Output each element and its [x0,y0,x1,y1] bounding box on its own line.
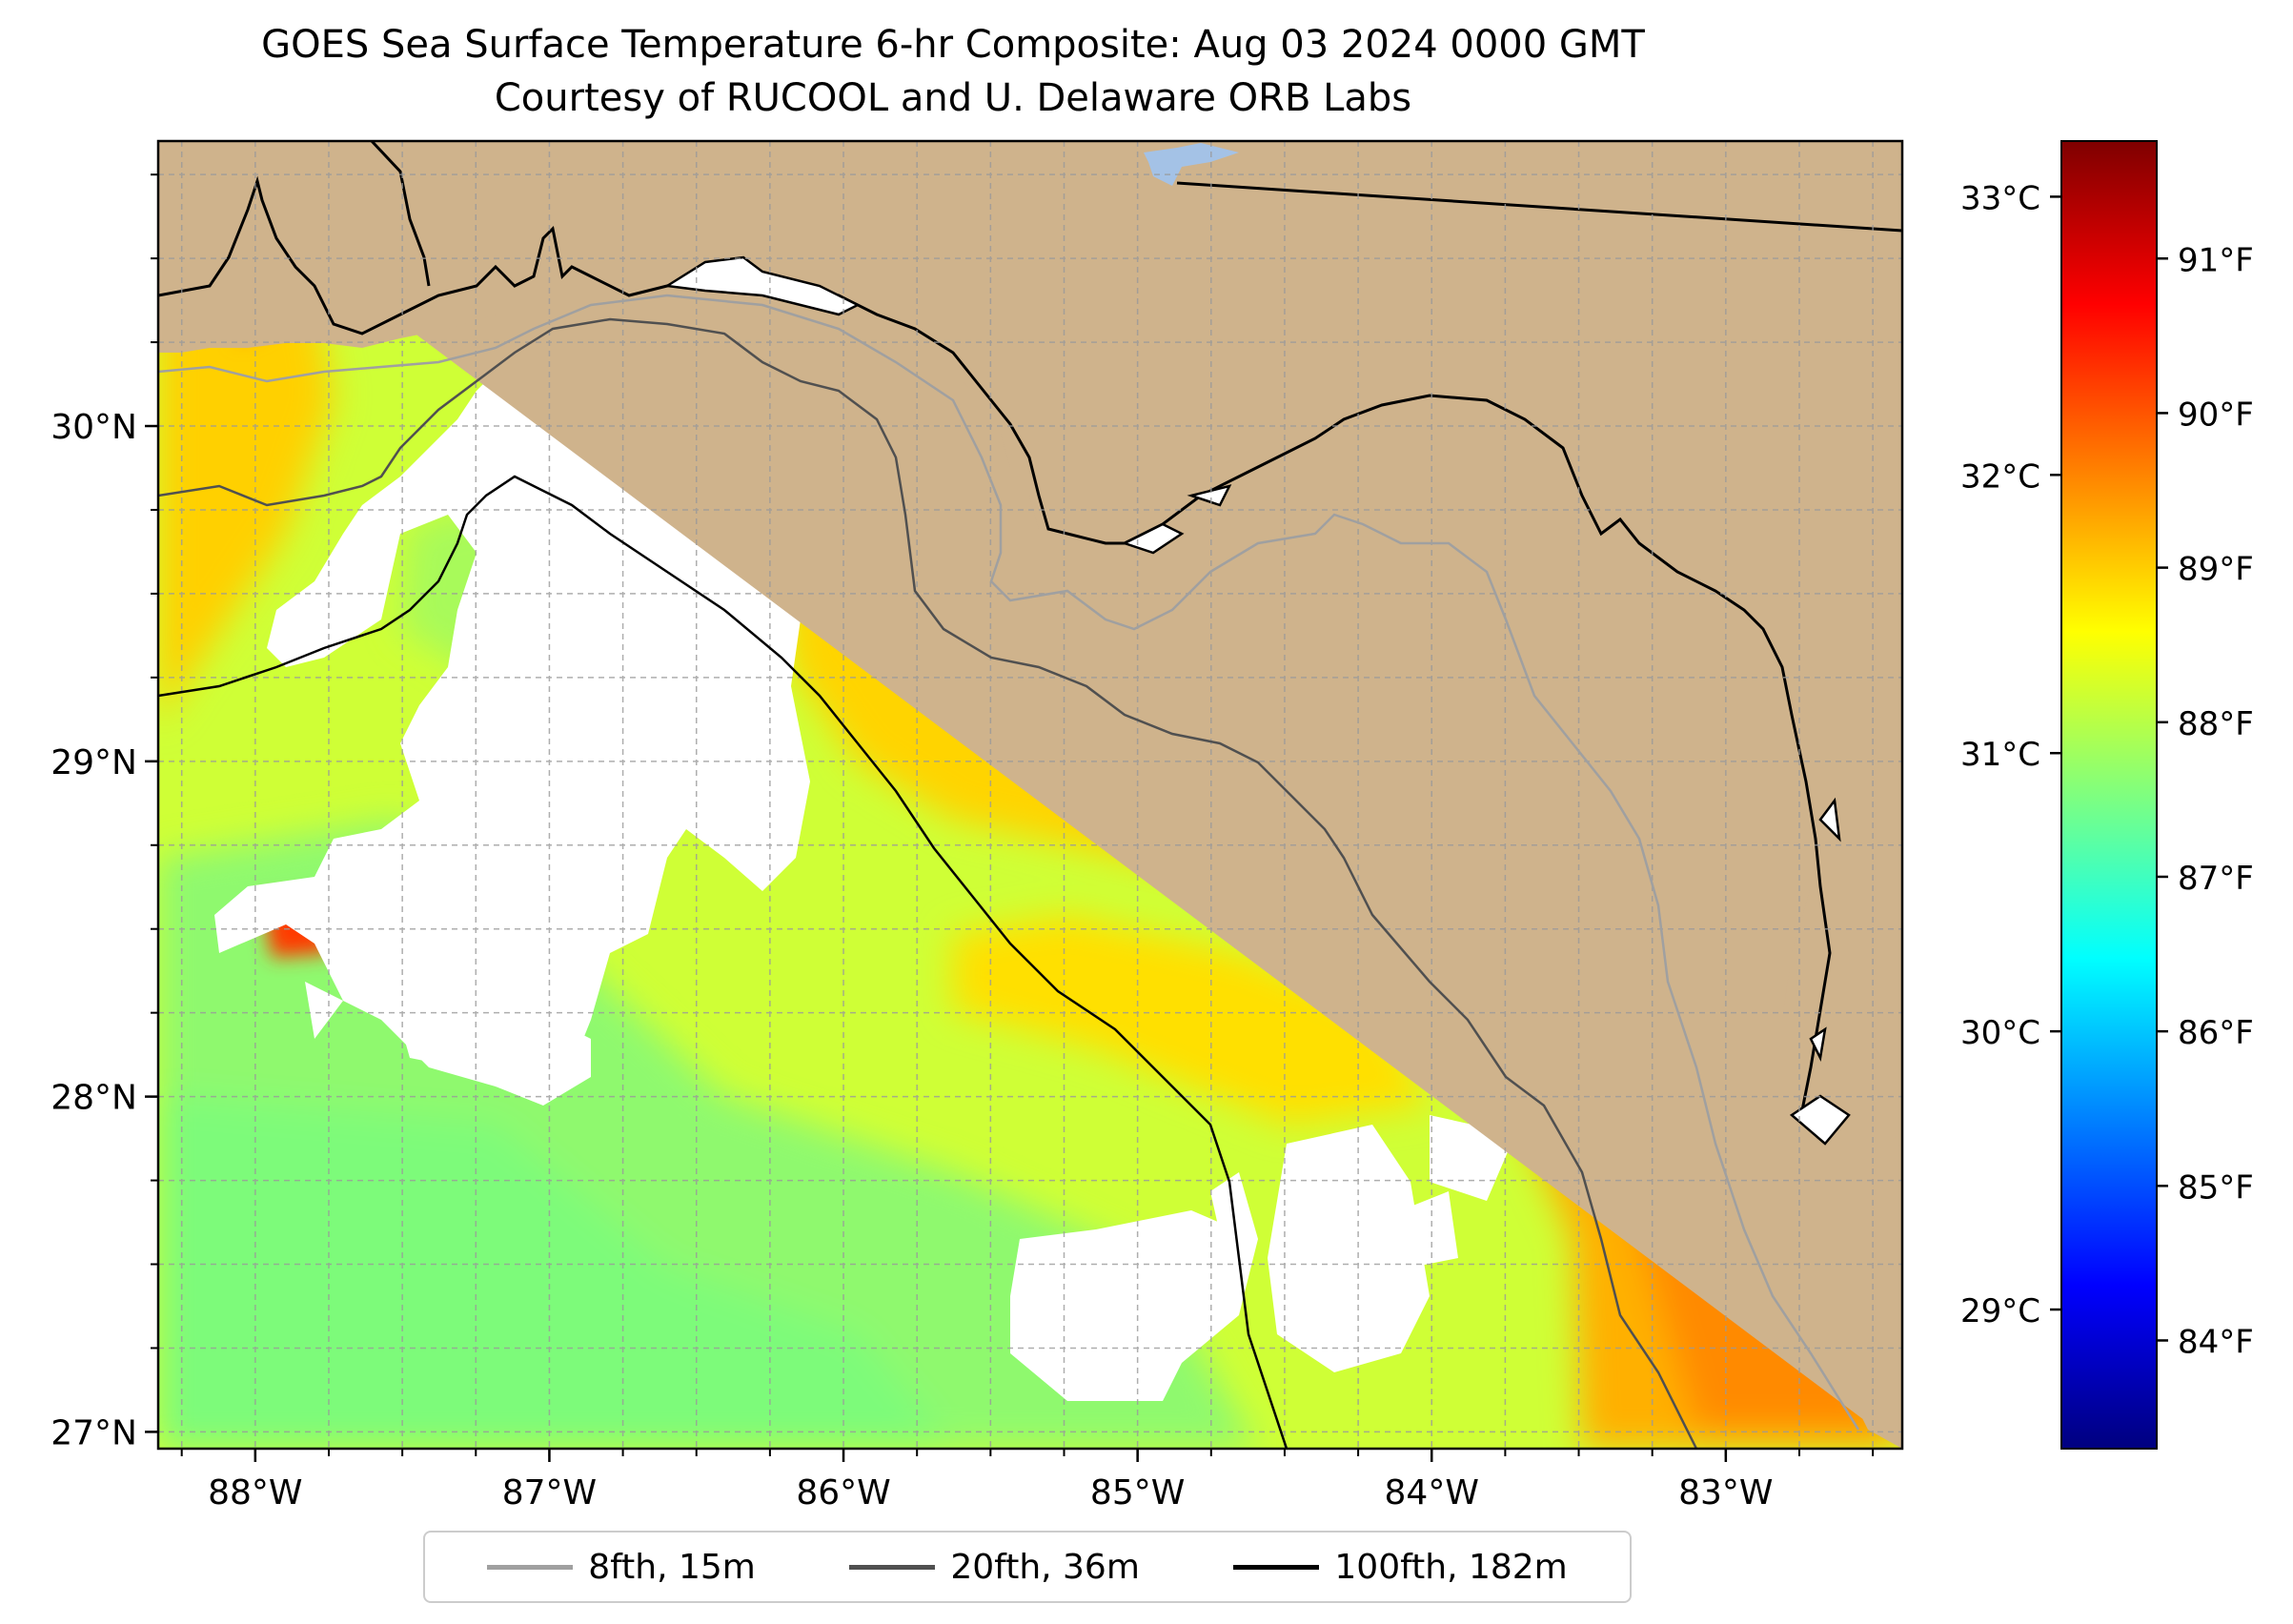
fahrenheit-tick-label: 84°F [2178,1323,2254,1361]
legend-item-8fth: 8fth, 15m [487,1548,756,1587]
fahrenheit-tick-label: 86°F [2178,1014,2254,1052]
land [158,141,1902,1449]
lon-tick-label: 87°W [502,1473,597,1512]
lon-tick-label: 84°W [1385,1473,1479,1512]
graticule [158,141,1902,1449]
fahrenheit-tick-label: 88°F [2178,705,2254,743]
lon-tick-label: 83°W [1678,1473,1773,1512]
lon-tick-label: 88°W [208,1473,302,1512]
state-boundary-west [370,141,431,287]
lat-tick-label: 29°N [51,743,137,782]
legend-swatch-8fth [487,1564,574,1570]
lat-tick-label: 28°N [51,1079,137,1118]
map-title: GOES Sea Surface Temperature 6-hr Compos… [261,23,1645,67]
map-axis-ticks: 88°W 87°W 86°W 85°W 84°W 83°W 27°N 28°N 29°N 30°N [51,173,1875,1512]
sst-map [158,141,1902,1449]
fahrenheit-tick-label: 90°F [2178,396,2254,434]
land-fill [158,141,1902,1153]
legend-swatch-20fth [849,1564,936,1570]
contour-8fth [158,294,1860,1431]
celsius-tick-label: 29°C [1960,1292,2040,1330]
fahrenheit-tick-label: 87°F [2178,860,2254,898]
contour-20fth [158,317,1698,1449]
celsius-tick-label: 32°C [1960,457,2040,496]
fahrenheit-tick-label: 85°F [2178,1168,2254,1207]
lat-tick-label: 30°N [51,408,137,447]
celsius-tick-label: 33°C [1960,179,2040,217]
fahrenheit-tick-label: 89°F [2178,551,2254,589]
contour-legend: 8fth, 15m 20fth, 36m 100fth, 182m [423,1531,1632,1603]
legend-label-100fth: 100fth, 182m [1334,1547,1568,1587]
contour-100fth [158,475,1289,1449]
bays [663,255,1851,1146]
colorbar [2060,140,2158,1450]
fahrenheit-tick-label: 91°F [2178,241,2254,279]
legend-label-8fth: 8fth, 15m [588,1547,756,1587]
lon-tick-label: 85°W [1090,1473,1185,1512]
legend-label-20fth: 20fth, 36m [950,1547,1140,1587]
legend-item-20fth: 20fth, 36m [849,1548,1140,1587]
celsius-tick-label: 30°C [1960,1014,2040,1052]
legend-swatch-100fth [1233,1564,1320,1570]
coastline [158,175,1832,1116]
map-frame [156,139,1904,1451]
celsius-tick-label: 31°C [1960,736,2040,774]
state-boundary [1176,181,1902,233]
colorbar-ticks: 84°F 85°F 86°F 87°F 88°F 89°F 90°F 91°F 29°C 30°C… [1960,179,2254,1361]
map-subtitle: Courtesy of RUCOOL and U. Delaware ORB L… [494,76,1412,120]
legend-item-100fth: 100fth, 182m [1233,1547,1568,1587]
lat-tick-label: 27°N [51,1413,137,1452]
lon-tick-label: 86°W [796,1473,890,1512]
